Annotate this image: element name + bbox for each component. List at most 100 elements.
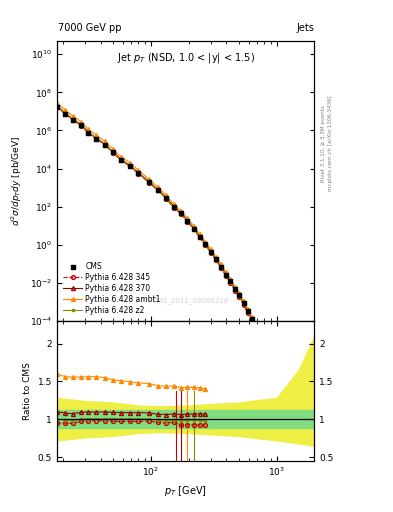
Pythia 6.428 345: [164, 196, 169, 202]
CMS: [261, 340, 267, 348]
Pythia 6.428 345: [172, 205, 176, 211]
Pythia 6.428 345: [208, 250, 213, 256]
Pythia 6.428 ambt1: [237, 290, 242, 296]
Pythia 6.428 ambt1: [191, 223, 196, 229]
Pythia 6.428 345: [86, 130, 91, 136]
Pythia 6.428 345: [70, 117, 75, 123]
CMS: [118, 156, 124, 164]
Pythia 6.428 ambt1: [223, 269, 228, 275]
Pythia 6.428 345: [223, 272, 228, 279]
Pythia 6.428 z2: [208, 249, 213, 255]
Pythia 6.428 370: [213, 256, 218, 262]
CMS: [272, 367, 278, 375]
Pythia 6.428 z2: [237, 293, 242, 299]
Text: 7000 GeV pp: 7000 GeV pp: [58, 23, 122, 33]
CMS: [135, 169, 141, 178]
Pythia 6.428 z2: [191, 226, 196, 232]
Pythia 6.428 ambt1: [119, 154, 123, 160]
CMS: [222, 270, 229, 279]
Pythia 6.428 ambt1: [178, 207, 183, 214]
Pythia 6.428 ambt1: [250, 314, 254, 320]
Pythia 6.428 345: [185, 219, 190, 225]
Pythia 6.428 ambt1: [86, 126, 91, 133]
Pythia 6.428 345: [79, 122, 83, 129]
Pythia 6.428 345: [257, 335, 262, 341]
Pythia 6.428 345: [110, 150, 115, 156]
CMS: [163, 194, 169, 202]
Pythia 6.428 z2: [250, 317, 254, 323]
Pythia 6.428 z2: [241, 301, 246, 307]
Pythia 6.428 370: [185, 218, 190, 224]
CMS: [285, 408, 292, 416]
CMS: [110, 148, 116, 156]
Pythia 6.428 z2: [185, 218, 190, 224]
Text: Jet $p_T$ (NSD, 1.0 < |y| < 1.5): Jet $p_T$ (NSD, 1.0 < |y| < 1.5): [117, 51, 255, 65]
Pythia 6.428 ambt1: [63, 107, 68, 113]
Pythia 6.428 345: [228, 280, 233, 286]
Pythia 6.428 345: [241, 302, 246, 308]
CMS: [264, 349, 270, 357]
Pythia 6.428 370: [102, 141, 107, 147]
X-axis label: $p_T$ [GeV]: $p_T$ [GeV]: [164, 484, 207, 498]
Pythia 6.428 ambt1: [55, 99, 59, 105]
Pythia 6.428 ambt1: [70, 113, 75, 119]
CMS: [227, 278, 233, 286]
Pythia 6.428 370: [55, 103, 59, 109]
Pythia 6.428 ambt1: [156, 184, 160, 190]
Pythia 6.428 345: [55, 104, 59, 110]
Pythia 6.428 z2: [164, 196, 169, 202]
CMS: [268, 358, 274, 366]
Pythia 6.428 370: [253, 324, 258, 330]
Pythia 6.428 345: [191, 226, 196, 232]
CMS: [236, 291, 242, 300]
Pythia 6.428 345: [237, 294, 242, 300]
Pythia 6.428 ambt1: [219, 262, 223, 268]
Pythia 6.428 ambt1: [110, 146, 115, 152]
Pythia 6.428 z2: [102, 142, 107, 148]
CMS: [249, 315, 255, 324]
Pythia 6.428 370: [246, 308, 250, 314]
Pythia 6.428 ambt1: [246, 306, 250, 312]
Text: mcplots.cern.ch [arXiv:1306.3436]: mcplots.cern.ch [arXiv:1306.3436]: [328, 96, 333, 191]
Pythia 6.428 z2: [228, 279, 233, 285]
Pythia 6.428 ambt1: [253, 322, 258, 328]
Pythia 6.428 370: [79, 121, 83, 127]
CMS: [155, 186, 161, 194]
CMS: [101, 141, 108, 149]
Pythia 6.428 ambt1: [136, 167, 141, 173]
Pythia 6.428 370: [178, 210, 183, 216]
Pythia 6.428 z2: [127, 163, 132, 169]
Pythia 6.428 370: [241, 301, 246, 307]
CMS: [296, 460, 302, 468]
Line: Pythia 6.428 ambt1: Pythia 6.428 ambt1: [55, 101, 262, 335]
Pythia 6.428 345: [246, 310, 250, 316]
CMS: [208, 248, 214, 256]
Pythia 6.428 370: [63, 110, 68, 116]
CMS: [289, 419, 295, 427]
Pythia 6.428 370: [147, 179, 151, 185]
Pythia 6.428 ambt1: [228, 276, 233, 282]
Pythia 6.428 370: [127, 162, 132, 168]
Pythia 6.428 ambt1: [172, 201, 176, 207]
Pythia 6.428 345: [203, 242, 208, 248]
CMS: [196, 232, 203, 241]
CMS: [171, 203, 177, 211]
Pythia 6.428 z2: [63, 111, 68, 117]
Pythia 6.428 370: [86, 129, 91, 135]
Pythia 6.428 ambt1: [203, 239, 208, 245]
Pythia 6.428 370: [228, 278, 233, 284]
CMS: [202, 240, 209, 248]
CMS: [127, 162, 133, 170]
Pythia 6.428 z2: [213, 257, 218, 263]
Pythia 6.428 370: [233, 286, 237, 292]
Pythia 6.428 ambt1: [185, 215, 190, 221]
CMS: [62, 110, 68, 118]
Pythia 6.428 z2: [94, 136, 99, 142]
Pythia 6.428 345: [219, 265, 223, 271]
Pythia 6.428 ambt1: [94, 132, 99, 138]
CMS: [184, 217, 191, 225]
Pythia 6.428 345: [119, 157, 123, 163]
Pythia 6.428 z2: [223, 272, 228, 278]
Pythia 6.428 ambt1: [233, 284, 237, 290]
Pythia 6.428 345: [127, 163, 132, 169]
